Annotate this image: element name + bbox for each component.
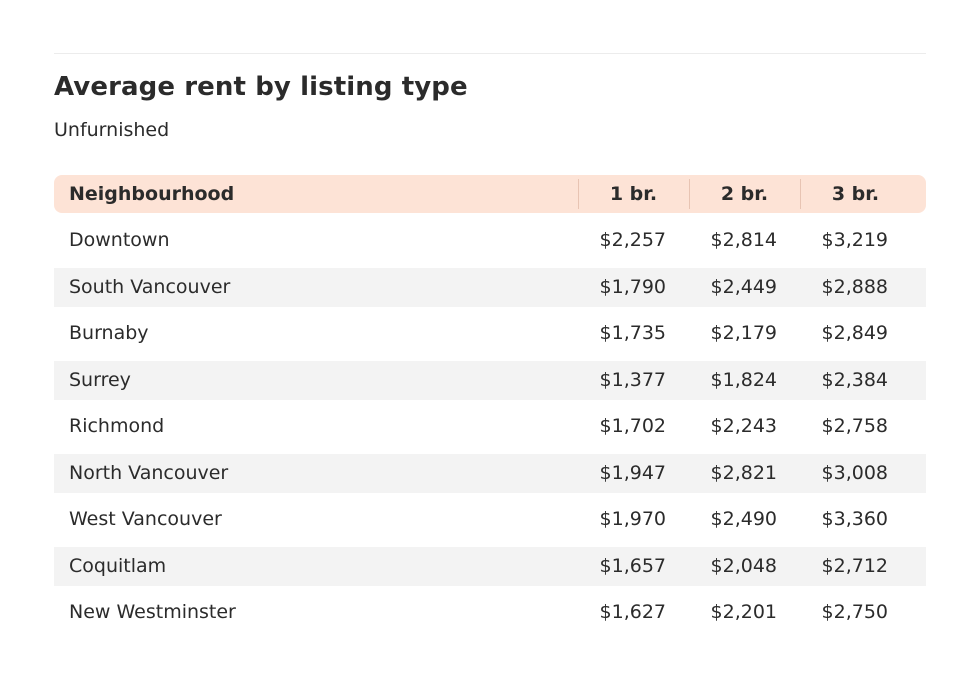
row-2br-value: $2,179 [710, 322, 777, 344]
table-row: New Westminster $1,627 $2,201 $2,750 [54, 593, 926, 632]
table-header: Neighbourhood 1 br. 2 br. 3 br. [54, 175, 926, 213]
row-neighbourhood: West Vancouver [69, 508, 222, 530]
table-row: South Vancouver $1,790 $2,449 $2,888 [54, 267, 926, 307]
row-3br-value: $2,712 [821, 554, 888, 577]
row-neighbourhood: South Vancouver [69, 275, 231, 298]
row-2br-value: $2,201 [710, 601, 777, 623]
row-3br-value: $2,750 [821, 601, 888, 623]
row-neighbourhood: Surrey [69, 368, 131, 391]
row-1br-value: $1,947 [599, 461, 666, 484]
row-3br-value: $3,219 [821, 229, 888, 251]
table-row: Surrey $1,377 $1,824 $2,384 [54, 360, 926, 400]
row-2br-value: $2,814 [710, 229, 777, 251]
row-3br-value: $3,008 [821, 461, 888, 484]
row-1br-value: $1,627 [599, 601, 666, 623]
row-3br-value: $2,849 [821, 322, 888, 344]
row-1br-value: $1,790 [599, 275, 666, 298]
row-neighbourhood: Coquitlam [69, 554, 167, 577]
row-3br-value: $2,758 [821, 415, 888, 437]
chart-title: Average rent by listing type [54, 72, 468, 102]
table-row: Richmond $1,702 $2,243 $2,758 [54, 407, 926, 446]
header-2br: 2 br. [720, 183, 769, 205]
row-1br-value: $1,377 [599, 368, 666, 391]
header-3br: 3 br. [831, 183, 880, 205]
row-1br-value: $1,657 [599, 554, 666, 577]
header-1br: 1 br. [609, 183, 658, 205]
row-1br-value: $1,702 [599, 415, 666, 437]
row-2br-value: $2,048 [710, 554, 777, 577]
header-divider [800, 179, 801, 209]
row-1br-value: $1,970 [599, 508, 666, 530]
row-1br-value: $1,735 [599, 322, 666, 344]
row-2br-value: $2,821 [710, 461, 777, 484]
top-divider [54, 53, 926, 54]
header-neighbourhood: Neighbourhood [69, 183, 235, 205]
table-row: Burnaby $1,735 $2,179 $2,849 [54, 314, 926, 353]
header-divider [578, 179, 579, 209]
row-2br-value: $2,490 [710, 508, 777, 530]
rent-table: Neighbourhood 1 br. 2 br. 3 br. Downtown… [54, 175, 926, 632]
row-neighbourhood: North Vancouver [69, 461, 229, 484]
header-divider [689, 179, 690, 209]
row-3br-value: $3,360 [821, 508, 888, 530]
chart-subtitle: Unfurnished [54, 119, 170, 141]
row-neighbourhood: New Westminster [69, 601, 236, 623]
row-2br-value: $1,824 [710, 368, 777, 391]
row-neighbourhood: Downtown [69, 229, 170, 251]
table-row: Downtown $2,257 $2,814 $3,219 [54, 221, 926, 260]
table-row: West Vancouver $1,970 $2,490 $3,360 [54, 500, 926, 539]
row-neighbourhood: Richmond [69, 415, 165, 437]
row-3br-value: $2,888 [821, 275, 888, 298]
row-2br-value: $2,449 [710, 275, 777, 298]
row-3br-value: $2,384 [821, 368, 888, 391]
table-row: North Vancouver $1,947 $2,821 $3,008 [54, 453, 926, 493]
table-row: Coquitlam $1,657 $2,048 $2,712 [54, 546, 926, 586]
row-1br-value: $2,257 [599, 229, 666, 251]
row-neighbourhood: Burnaby [69, 322, 149, 344]
row-2br-value: $2,243 [710, 415, 777, 437]
